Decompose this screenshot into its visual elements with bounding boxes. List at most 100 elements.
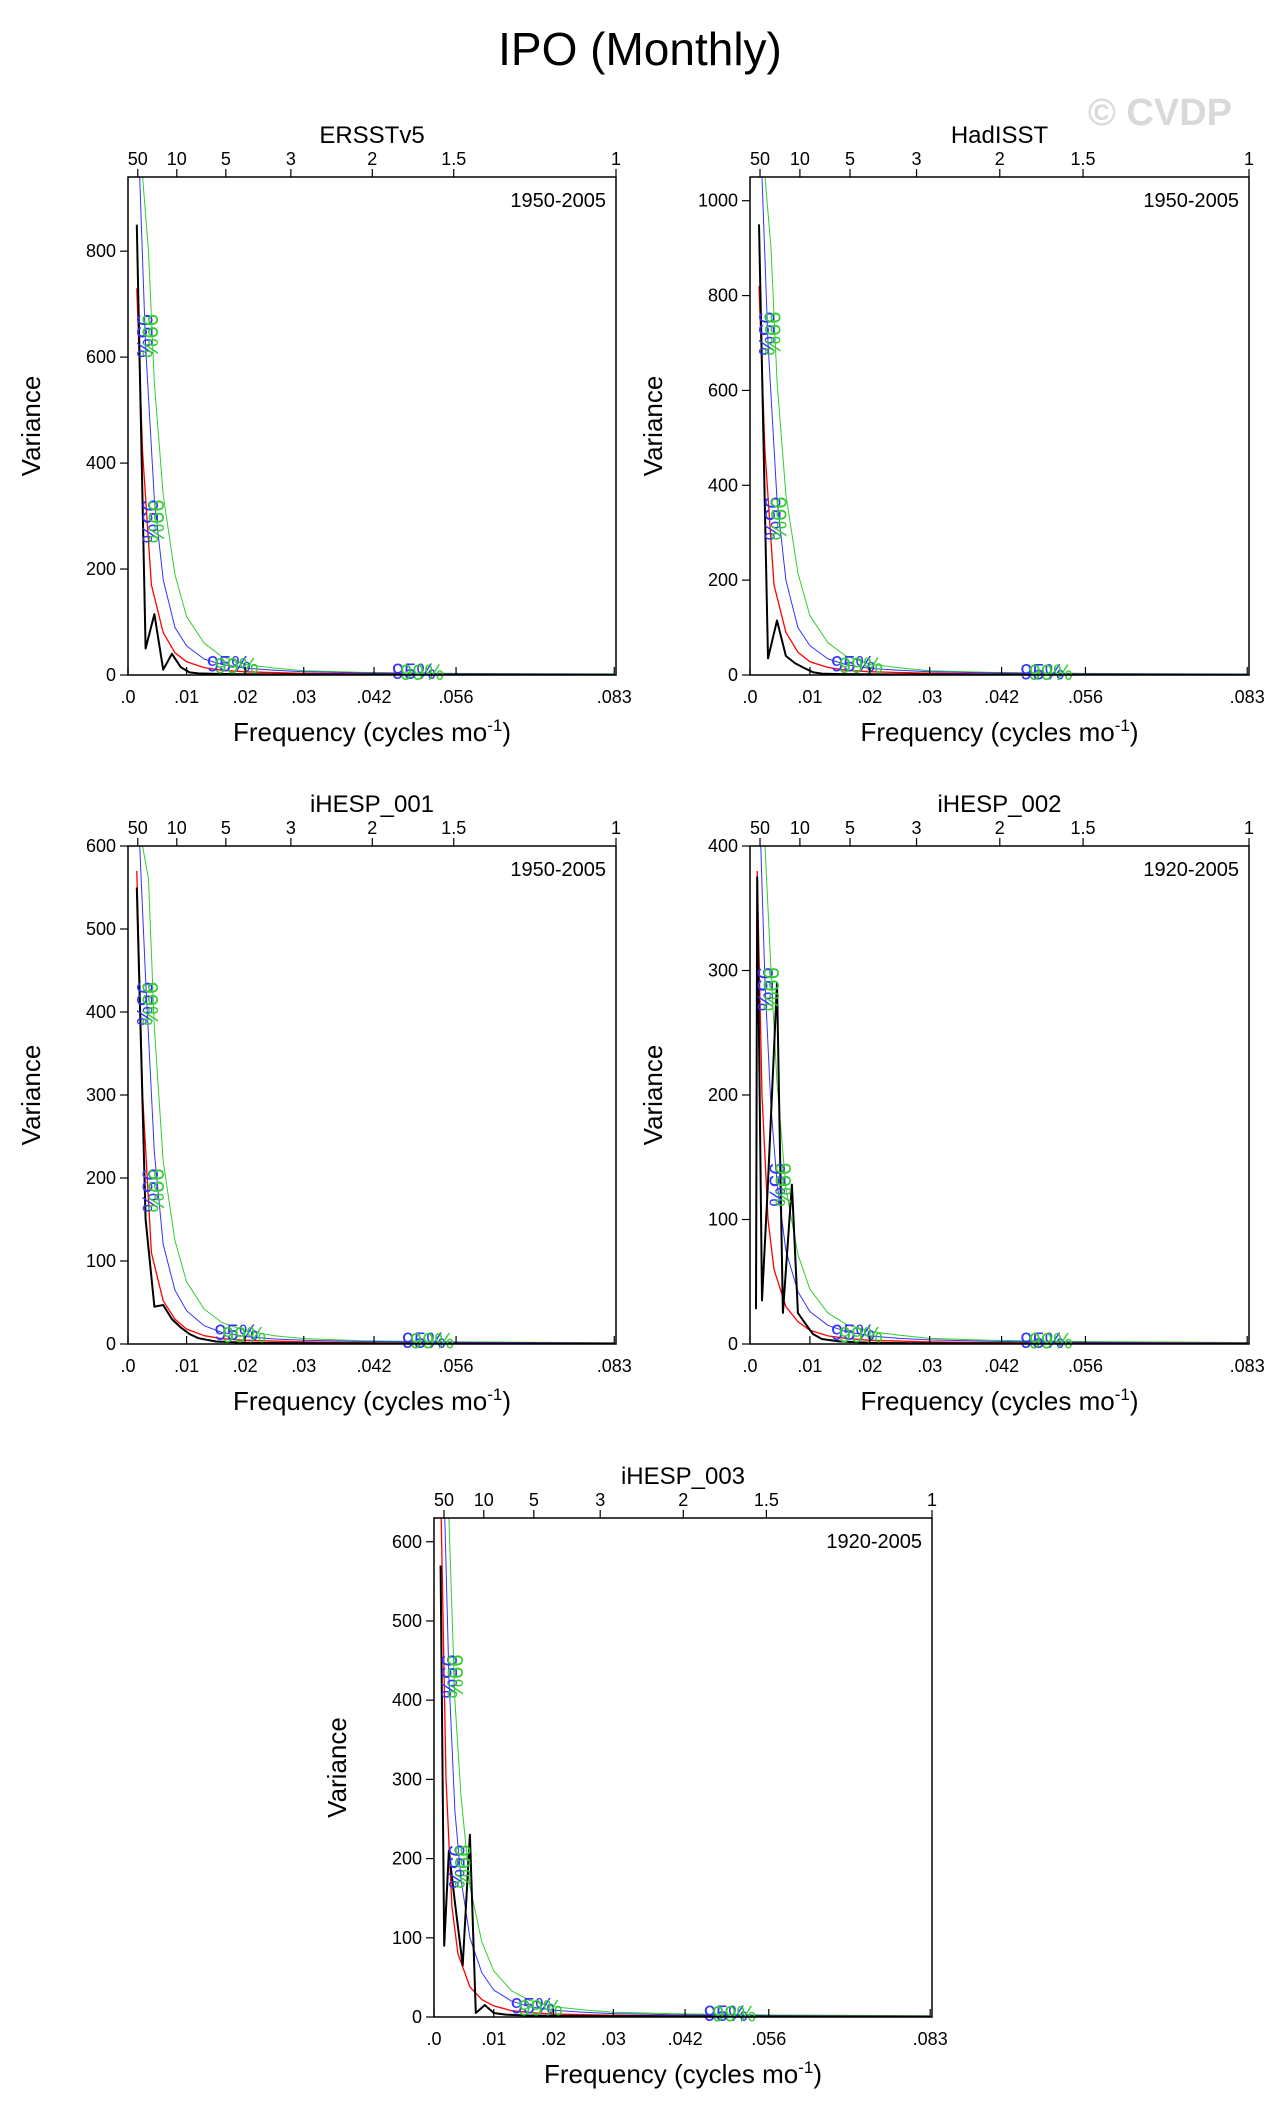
y-tick-label: 200 bbox=[86, 559, 116, 579]
x-tick-label: .02 bbox=[857, 1356, 882, 1376]
y-tick-label: 800 bbox=[86, 241, 116, 261]
x-axis-label: Frequency (cycles mo-1) bbox=[860, 1385, 1138, 1416]
ci-label: 99% bbox=[138, 982, 163, 1026]
ci-label: 95% bbox=[1020, 659, 1064, 684]
ci-label: 95% bbox=[831, 1320, 875, 1345]
panel-title: ERSSTv5 bbox=[319, 122, 424, 149]
ci-label: 99% bbox=[144, 499, 169, 543]
ci-label: 95% bbox=[1020, 1328, 1064, 1353]
x-tick-label: .042 bbox=[357, 687, 392, 707]
ci-label: 95% bbox=[207, 651, 251, 676]
top-tick-label: 3 bbox=[286, 149, 296, 169]
y-tick-label: 100 bbox=[392, 1928, 422, 1948]
ci-label: 95% bbox=[402, 1328, 446, 1353]
x-axis-label: Frequency (cycles mo-1) bbox=[860, 716, 1138, 747]
x-tick-label: .083 bbox=[597, 687, 632, 707]
y-axis-label: Variance bbox=[638, 1045, 668, 1146]
series-line-spectrum bbox=[439, 1565, 931, 2017]
top-tick-label: 2 bbox=[995, 818, 1005, 838]
x-tick-label: .03 bbox=[601, 2029, 626, 2049]
x-tick-label: .03 bbox=[291, 1356, 316, 1376]
y-tick-label: 0 bbox=[106, 665, 116, 685]
ci-label: 95% bbox=[138, 1168, 163, 1212]
top-tick-label: 1 bbox=[927, 1490, 937, 1510]
series-line-red-noise bbox=[136, 870, 615, 1344]
x-tick-label: .042 bbox=[984, 1356, 1019, 1376]
y-tick-label: 600 bbox=[86, 836, 116, 856]
ci-label: 99% bbox=[214, 653, 258, 678]
series-line-red-noise bbox=[758, 286, 1248, 675]
series-line-ci-95 bbox=[444, 1518, 931, 2017]
x-tick-label: .056 bbox=[439, 687, 474, 707]
top-tick-label: 1 bbox=[1244, 149, 1254, 169]
x-tick-label: .01 bbox=[174, 1356, 199, 1376]
panel-ihesp-003: 95%99%95%99%95%99% 95%99%.0.01.02.03.042.… bbox=[322, 1463, 948, 2089]
top-tick-label: 5 bbox=[845, 818, 855, 838]
y-tick-label: 500 bbox=[392, 1611, 422, 1631]
top-tick-label: 2 bbox=[995, 149, 1005, 169]
y-tick-label: 100 bbox=[708, 1210, 738, 1230]
y-tick-label: 600 bbox=[86, 347, 116, 367]
series-line-red-noise bbox=[136, 288, 615, 675]
series-line-ci-99 bbox=[142, 846, 615, 1344]
top-tick-label: 5 bbox=[221, 149, 231, 169]
ci-label: 95% bbox=[754, 311, 779, 355]
x-tick-label: .01 bbox=[174, 687, 199, 707]
ci-label: 99% bbox=[760, 311, 785, 355]
y-tick-label: 200 bbox=[708, 570, 738, 590]
period-label: 1920-2005 bbox=[1143, 859, 1239, 881]
top-tick-label: 10 bbox=[167, 149, 187, 169]
panel-title: iHESP_003 bbox=[621, 1463, 745, 1490]
ci-label: 95% bbox=[831, 651, 875, 676]
top-tick-label: 1.5 bbox=[754, 1490, 779, 1510]
top-tick-label: 10 bbox=[167, 818, 187, 838]
ci-label: 95% bbox=[764, 1163, 789, 1207]
x-axis-label: Frequency (cycles mo-1) bbox=[233, 1385, 511, 1416]
y-tick-label: 200 bbox=[392, 1849, 422, 1869]
x-tick-label: .01 bbox=[481, 2029, 506, 2049]
series-line-ci-99 bbox=[764, 846, 1248, 1343]
top-tick-label: 2 bbox=[367, 818, 377, 838]
ci-label: 99% bbox=[758, 967, 783, 1011]
x-tick-label: .042 bbox=[984, 687, 1019, 707]
top-tick-label: 5 bbox=[221, 818, 231, 838]
series-line-ci-95 bbox=[760, 846, 1248, 1344]
y-tick-label: 400 bbox=[86, 1002, 116, 1022]
series-line-ci-95 bbox=[761, 177, 1248, 675]
ci-label: 95% bbox=[138, 499, 163, 543]
x-tick-label: .02 bbox=[233, 687, 258, 707]
top-tick-label: 1 bbox=[611, 818, 621, 838]
ci-label: 95% bbox=[214, 1320, 258, 1345]
top-tick-label: 3 bbox=[912, 818, 922, 838]
y-tick-label: 200 bbox=[708, 1085, 738, 1105]
ci-label: 99% bbox=[410, 1329, 454, 1354]
series-line-ci-99 bbox=[764, 177, 1248, 675]
ci-label: 95% bbox=[132, 982, 157, 1026]
ci-label: 99% bbox=[144, 1168, 169, 1212]
top-tick-label: 1.5 bbox=[1071, 818, 1096, 838]
top-tick-label: 2 bbox=[367, 149, 377, 169]
x-tick-label: .03 bbox=[917, 687, 942, 707]
y-tick-label: 300 bbox=[86, 1085, 116, 1105]
y-tick-label: 400 bbox=[708, 836, 738, 856]
x-tick-label: .02 bbox=[541, 2029, 566, 2049]
y-tick-label: 0 bbox=[728, 1334, 738, 1354]
top-tick-label: 5 bbox=[845, 149, 855, 169]
x-tick-label: .01 bbox=[797, 687, 822, 707]
y-tick-label: 1000 bbox=[698, 191, 738, 211]
top-tick-label: 3 bbox=[286, 818, 296, 838]
ci-label: 99% bbox=[138, 314, 163, 358]
ci-label: 95% bbox=[704, 2001, 748, 2026]
ci-label: 99% bbox=[839, 653, 883, 678]
plot-frame bbox=[433, 1517, 933, 2018]
x-tick-label: .0 bbox=[742, 1356, 757, 1376]
series-line-spectrum bbox=[135, 887, 615, 1344]
x-tick-label: .056 bbox=[439, 1356, 474, 1376]
y-tick-label: 400 bbox=[392, 1690, 422, 1710]
panel-title: iHESP_002 bbox=[937, 791, 1061, 818]
ci-label: 95% bbox=[132, 314, 157, 358]
ci-label: 95% bbox=[511, 1993, 555, 2018]
panel-title: iHESP_001 bbox=[310, 791, 434, 818]
top-tick-label: 50 bbox=[128, 818, 148, 838]
series-line-spectrum bbox=[758, 224, 1248, 675]
